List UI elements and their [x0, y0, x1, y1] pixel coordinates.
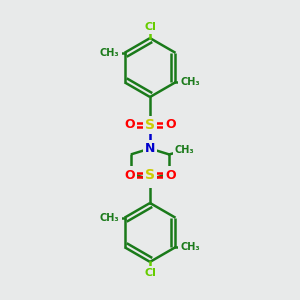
Text: O: O: [124, 118, 135, 131]
Text: O: O: [165, 118, 176, 131]
Text: S: S: [145, 118, 155, 132]
Text: CH₃: CH₃: [100, 48, 120, 58]
Text: Cl: Cl: [144, 268, 156, 278]
Text: CH₃: CH₃: [100, 213, 120, 223]
Text: O: O: [124, 169, 135, 182]
Text: N: N: [145, 173, 155, 186]
Text: CH₃: CH₃: [175, 145, 194, 155]
Text: CH₃: CH₃: [180, 242, 200, 252]
Text: O: O: [165, 169, 176, 182]
Text: N: N: [145, 142, 155, 155]
Text: CH₃: CH₃: [180, 77, 200, 87]
Text: Cl: Cl: [144, 22, 156, 32]
Text: S: S: [145, 168, 155, 182]
